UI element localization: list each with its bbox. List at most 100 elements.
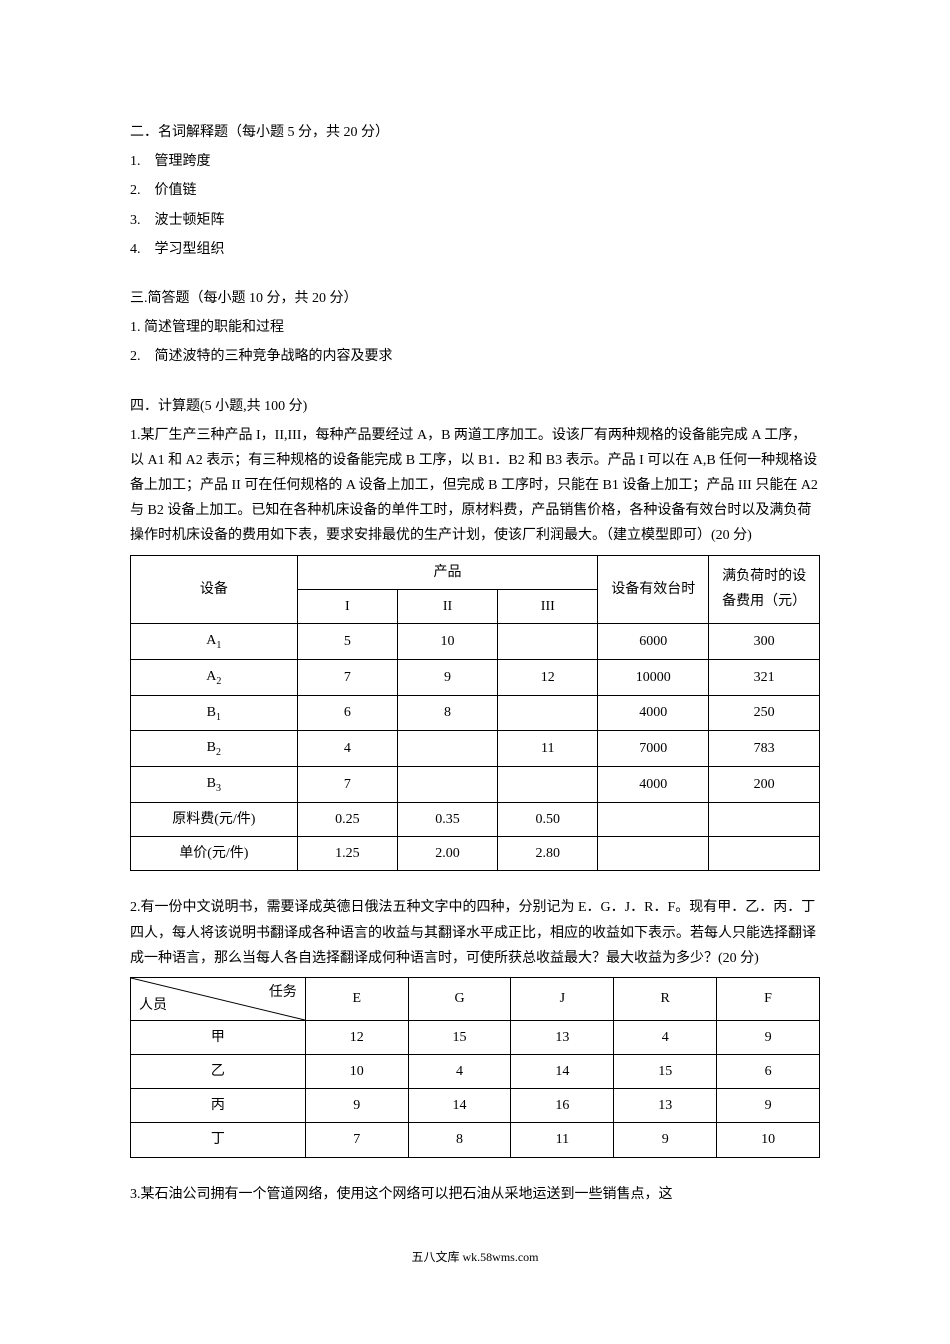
- cell: 783: [709, 731, 820, 767]
- cell: 6: [297, 695, 397, 731]
- row-label: 乙: [131, 1055, 306, 1089]
- cell: 9: [717, 1089, 820, 1123]
- cell: [397, 731, 497, 767]
- cell: 5: [297, 624, 397, 660]
- cell: 4000: [598, 767, 709, 803]
- cell: [498, 624, 598, 660]
- equip-cell: A1: [131, 624, 298, 660]
- diagonal-bottom-label: 人员: [139, 993, 167, 1018]
- row-label: 丙: [131, 1089, 306, 1123]
- th-cost: 满负荷时的设备费用（元）: [709, 555, 820, 623]
- section-2-header: 二．名词解释题（每小题 5 分，共 20 分）: [130, 120, 820, 145]
- th-col: G: [408, 977, 511, 1020]
- table-header-row: 任务 人员 E G J R F: [131, 977, 820, 1020]
- cell: 4: [614, 1020, 717, 1054]
- equip-sub: 1: [216, 640, 221, 651]
- short-answer-item: 1. 简述管理的职能和过程: [130, 315, 820, 340]
- equip-base: B: [207, 776, 216, 791]
- cell: [498, 695, 598, 731]
- equip-base: B: [207, 740, 216, 755]
- equip-sub: 3: [216, 783, 221, 794]
- cell: 300: [709, 624, 820, 660]
- problem-3-text: 3.某石油公司拥有一个管道网络，使用这个网络可以把石油从采地运送到一些销售点，这: [130, 1182, 820, 1207]
- cell: 11: [511, 1123, 614, 1157]
- cell: 0.35: [397, 802, 497, 836]
- footer-label: 单价(元/件): [131, 837, 298, 871]
- cell: 13: [614, 1089, 717, 1123]
- equip-sub: 2: [216, 676, 221, 687]
- cell: 7000: [598, 731, 709, 767]
- cell: 9: [717, 1020, 820, 1054]
- table-row: A2 7 9 12 10000 321: [131, 659, 820, 695]
- cell: [598, 837, 709, 871]
- cell: [709, 802, 820, 836]
- th-product: 产品: [297, 555, 598, 589]
- equip-base: A: [206, 633, 216, 648]
- equip-cell: B3: [131, 767, 298, 803]
- th-col: R: [614, 977, 717, 1020]
- cell: 13: [511, 1020, 614, 1054]
- problem-2-text: 2.有一份中文说明书，需要译成英德日俄法五种文字中的四种，分别记为 E．G．J．…: [130, 895, 820, 971]
- table-row: B2 4 11 7000 783: [131, 731, 820, 767]
- cell: 321: [709, 659, 820, 695]
- cell: 1.25: [297, 837, 397, 871]
- cell: 7: [297, 767, 397, 803]
- table-row: 丁 7 8 11 9 10: [131, 1123, 820, 1157]
- th-col: F: [717, 977, 820, 1020]
- section-4-header: 四．计算题(5 小题,共 100 分): [130, 394, 820, 419]
- cell: 7: [297, 659, 397, 695]
- equip-cell: B1: [131, 695, 298, 731]
- cell: 4000: [598, 695, 709, 731]
- cell: 8: [397, 695, 497, 731]
- term-item: 3. 波士顿矩阵: [130, 208, 820, 233]
- term-item: 2. 价值链: [130, 178, 820, 203]
- cell: 16: [511, 1089, 614, 1123]
- equip-base: A: [206, 669, 216, 684]
- cell: 8: [408, 1123, 511, 1157]
- th-col: J: [511, 977, 614, 1020]
- cell: 6000: [598, 624, 709, 660]
- cell: 200: [709, 767, 820, 803]
- short-answer-item: 2. 简述波特的三种竞争战略的内容及要求: [130, 344, 820, 369]
- table-row: 丙 9 14 16 13 9: [131, 1089, 820, 1123]
- equip-sub: 1: [216, 711, 221, 722]
- cell: 2.00: [397, 837, 497, 871]
- th-hours: 设备有效台时: [598, 555, 709, 623]
- cell: 10: [717, 1123, 820, 1157]
- th-equipment: 设备: [131, 555, 298, 623]
- row-label: 丁: [131, 1123, 306, 1157]
- section-2: 二．名词解释题（每小题 5 分，共 20 分） 1. 管理跨度 2. 价值链 3…: [130, 120, 820, 262]
- section-3-header: 三.简答题（每小题 10 分，共 20 分）: [130, 286, 820, 311]
- term-item: 1. 管理跨度: [130, 149, 820, 174]
- footer-label: 原料费(元/件): [131, 802, 298, 836]
- problem-2-table: 任务 人员 E G J R F 甲 12 15 13 4 9 乙 10 4 14…: [130, 977, 820, 1158]
- equip-cell: A2: [131, 659, 298, 695]
- table-header-row: 设备 产品 设备有效台时 满负荷时的设备费用（元）: [131, 555, 820, 589]
- cell: 11: [498, 731, 598, 767]
- cell: [397, 767, 497, 803]
- diagonal-top-label: 任务: [269, 980, 297, 1005]
- cell: 9: [614, 1123, 717, 1157]
- cell: 14: [511, 1055, 614, 1089]
- cell: 15: [614, 1055, 717, 1089]
- cell: 14: [408, 1089, 511, 1123]
- cell: 4: [408, 1055, 511, 1089]
- cell: 250: [709, 695, 820, 731]
- section-4: 四．计算题(5 小题,共 100 分) 1.某厂生产三种产品 I，II,III，…: [130, 394, 820, 1207]
- problem-1-table: 设备 产品 设备有效台时 满负荷时的设备费用（元） I II III A1 5 …: [130, 555, 820, 872]
- term-item: 4. 学习型组织: [130, 237, 820, 262]
- table-row: B1 6 8 4000 250: [131, 695, 820, 731]
- table-row: 甲 12 15 13 4 9: [131, 1020, 820, 1054]
- equip-cell: B2: [131, 731, 298, 767]
- table-footer-row: 单价(元/件) 1.25 2.00 2.80: [131, 837, 820, 871]
- section-3: 三.简答题（每小题 10 分，共 20 分） 1. 简述管理的职能和过程 2. …: [130, 286, 820, 370]
- cell: 12: [305, 1020, 408, 1054]
- diagonal-header-cell: 任务 人员: [131, 977, 306, 1020]
- cell: 9: [305, 1089, 408, 1123]
- table-row: B3 7 4000 200: [131, 767, 820, 803]
- cell: 7: [305, 1123, 408, 1157]
- page-footer: 五八文库 wk.58wms.com: [130, 1247, 820, 1269]
- th-iii: III: [498, 589, 598, 623]
- cell: [598, 802, 709, 836]
- cell: 2.80: [498, 837, 598, 871]
